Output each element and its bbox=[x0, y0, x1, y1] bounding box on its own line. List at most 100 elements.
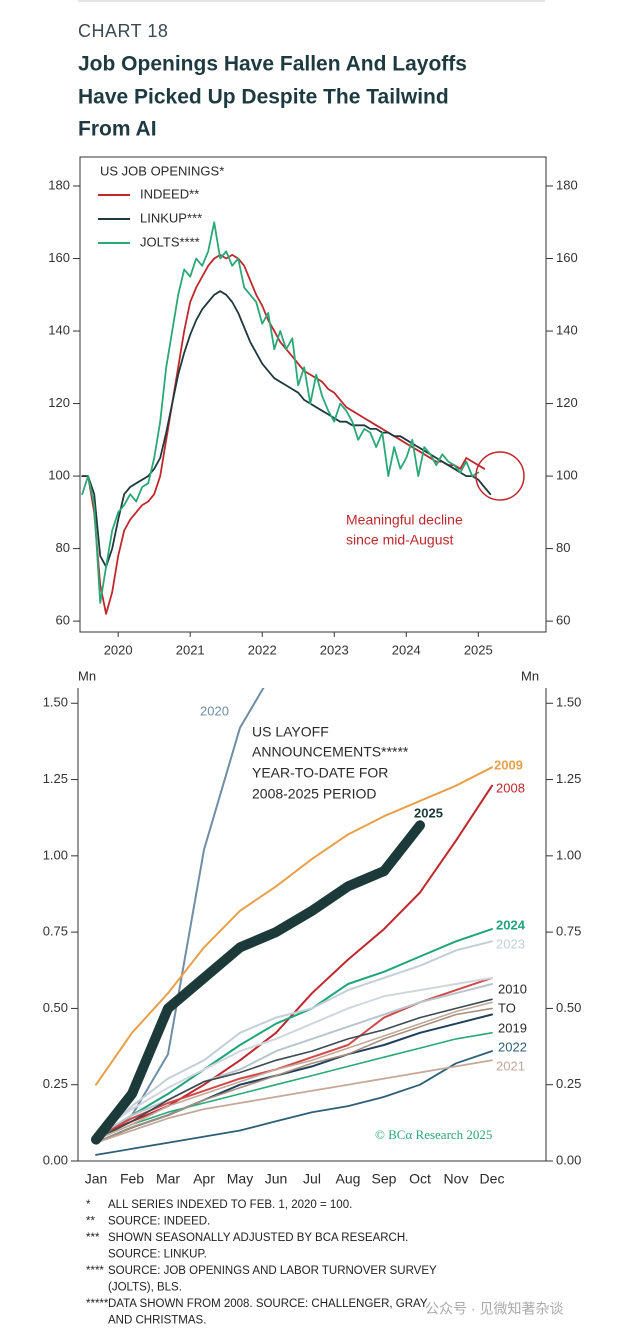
x-tick-label: Apr bbox=[193, 1171, 215, 1187]
series-label: 2020 bbox=[200, 703, 229, 718]
x-tick-label: 2024 bbox=[392, 642, 421, 657]
top-chart: 60 60 80 80 100 100 120 120 140 140 160 160 180 180 20… bbox=[48, 177, 577, 657]
series-line bbox=[95, 940, 493, 1138]
y-tick-label: 0.50 bbox=[43, 1000, 68, 1015]
legend-label: LINKUP*** bbox=[140, 210, 202, 225]
group-label: 2019 bbox=[498, 1020, 527, 1035]
x-tick-label: Jun bbox=[265, 1171, 288, 1187]
y-tick-label: 0.50 bbox=[556, 1000, 581, 1015]
footnote-text: SHOWN SEASONALLY ADJUSTED BY BCA RESEARC… bbox=[108, 1232, 408, 1244]
y-tick-label: 1.50 bbox=[556, 695, 581, 710]
footnote-marker: * bbox=[86, 1199, 91, 1211]
x-tick-label: Feb bbox=[120, 1171, 144, 1187]
series-line bbox=[91, 820, 425, 1145]
footnote-text: SOURCE: LINKUP. bbox=[108, 1249, 207, 1261]
group-label: TO bbox=[498, 1000, 516, 1015]
y-tick-label: 0.00 bbox=[556, 1152, 581, 1167]
plot-frame bbox=[79, 156, 547, 633]
y-tick-label: 60 bbox=[56, 613, 70, 628]
series-line bbox=[95, 928, 493, 1141]
annotation: ANNOUNCEMENTS***** bbox=[252, 744, 409, 760]
x-tick-label: Sep bbox=[372, 1171, 397, 1187]
series-line bbox=[95, 1032, 493, 1141]
title: From AI bbox=[78, 118, 157, 141]
y-tick-label: 180 bbox=[48, 177, 70, 192]
x-tick-label: Aug bbox=[336, 1171, 361, 1187]
group-label: 2010 bbox=[498, 981, 527, 996]
x-tick-label: May bbox=[227, 1171, 253, 1187]
legend-title: US JOB OPENINGS* bbox=[100, 163, 224, 178]
footnote-text: SOURCE: JOB OPENINGS AND LABOR TURNOVER … bbox=[108, 1265, 437, 1277]
series-line bbox=[95, 998, 493, 1141]
y-tick-label: 0.75 bbox=[556, 924, 581, 939]
x-tick-label: 2020 bbox=[104, 642, 133, 657]
highlight-circle bbox=[475, 451, 525, 501]
watermark: 公众号 · 见微知著杂谈 bbox=[425, 1301, 563, 1317]
x-tick-label: Nov bbox=[444, 1171, 469, 1187]
series-label: 2024 bbox=[496, 917, 526, 932]
footnote-text: DATA SHOWN FROM 2008. SOURCE: CHALLENGER… bbox=[108, 1298, 428, 1310]
y-tick-label: 140 bbox=[556, 322, 578, 337]
y-unit: Mn bbox=[78, 668, 96, 683]
x-tick-label: 2025 bbox=[464, 642, 493, 657]
footnote-text: ALL SERIES INDEXED TO FEB. 1, 2020 = 100… bbox=[108, 1199, 352, 1211]
x-tick-label: 2022 bbox=[248, 642, 277, 657]
y-tick-label: 80 bbox=[56, 540, 70, 555]
y-unit: Mn bbox=[521, 668, 539, 683]
footnote-marker: ***** bbox=[86, 1298, 109, 1310]
y-tick-label: 140 bbox=[48, 322, 70, 337]
footnote-marker: ** bbox=[86, 1216, 95, 1228]
y-tick-label: 0.25 bbox=[43, 1076, 68, 1091]
series-line bbox=[95, 766, 493, 1086]
footnote-text: (JOLTS), BLS. bbox=[108, 1282, 182, 1294]
y-tick-label: 1.25 bbox=[556, 771, 581, 786]
annotation: 2008-2025 PERIOD bbox=[252, 786, 377, 802]
x-tick-label: 2023 bbox=[320, 642, 349, 657]
footnote-text: AND CHRISTMAS. bbox=[108, 1315, 206, 1327]
footnote-marker: **** bbox=[86, 1265, 104, 1277]
legend-label: JOLTS**** bbox=[140, 234, 200, 249]
y-tick-label: 1.00 bbox=[43, 847, 68, 862]
y-tick-label: 1.50 bbox=[43, 695, 68, 710]
x-tick-label: Jan bbox=[85, 1171, 108, 1187]
y-tick-label: 120 bbox=[556, 395, 578, 410]
x-tick-label: Dec bbox=[480, 1171, 505, 1187]
y-tick-label: 1.25 bbox=[43, 771, 68, 786]
series-label: 2022 bbox=[498, 1039, 527, 1054]
series-line bbox=[95, 976, 493, 1135]
y-tick-label: 1.00 bbox=[556, 847, 581, 862]
footnote-marker: *** bbox=[86, 1232, 100, 1244]
x-tick-label: 2021 bbox=[176, 642, 205, 657]
legend-label: INDEED** bbox=[140, 186, 199, 201]
series-label: 2009 bbox=[494, 757, 523, 772]
x-tick-label: Mar bbox=[156, 1171, 180, 1187]
y-tick-label: 120 bbox=[48, 395, 70, 410]
series-line bbox=[81, 254, 486, 615]
y-tick-label: 160 bbox=[48, 250, 70, 265]
credit: © BCα Research 2025 bbox=[375, 1127, 492, 1142]
y-tick-label: 160 bbox=[556, 250, 578, 265]
y-tick-label: 0.25 bbox=[556, 1076, 581, 1091]
annotation: Meaningful decline bbox=[346, 512, 463, 528]
series-line bbox=[95, 983, 493, 1138]
title: Have Picked Up Despite The Tailwind bbox=[78, 86, 449, 109]
chart-label: CHART 18 bbox=[78, 21, 168, 41]
bottom-chart bbox=[91, 688, 493, 1156]
y-tick-label: 60 bbox=[556, 613, 570, 628]
annotation: US LAYOFF bbox=[252, 724, 329, 740]
series-line bbox=[81, 221, 480, 604]
series-label: 2021 bbox=[496, 1058, 525, 1073]
footnotes: * ALL SERIES INDEXED TO FEB. 1, 2020 = 10… bbox=[86, 1199, 437, 1327]
annotation: since mid-August bbox=[346, 532, 453, 548]
y-tick-label: 100 bbox=[48, 468, 70, 483]
footnote-text: SOURCE: INDEED. bbox=[108, 1216, 210, 1228]
y-tick-label: 0.00 bbox=[43, 1152, 68, 1167]
y-tick-label: 0.75 bbox=[43, 924, 68, 939]
bottom-axes: 0.00 0.00 0.25 0.25 0.50 0.50 0.75 0.75 1.00 1.00… bbox=[43, 695, 582, 1187]
series-line bbox=[95, 1007, 493, 1144]
y-tick-label: 180 bbox=[556, 177, 578, 192]
series-line bbox=[95, 1050, 493, 1156]
title: Job Openings Have Fallen And Layoffs bbox=[78, 53, 467, 76]
y-tick-label: 80 bbox=[556, 540, 570, 555]
